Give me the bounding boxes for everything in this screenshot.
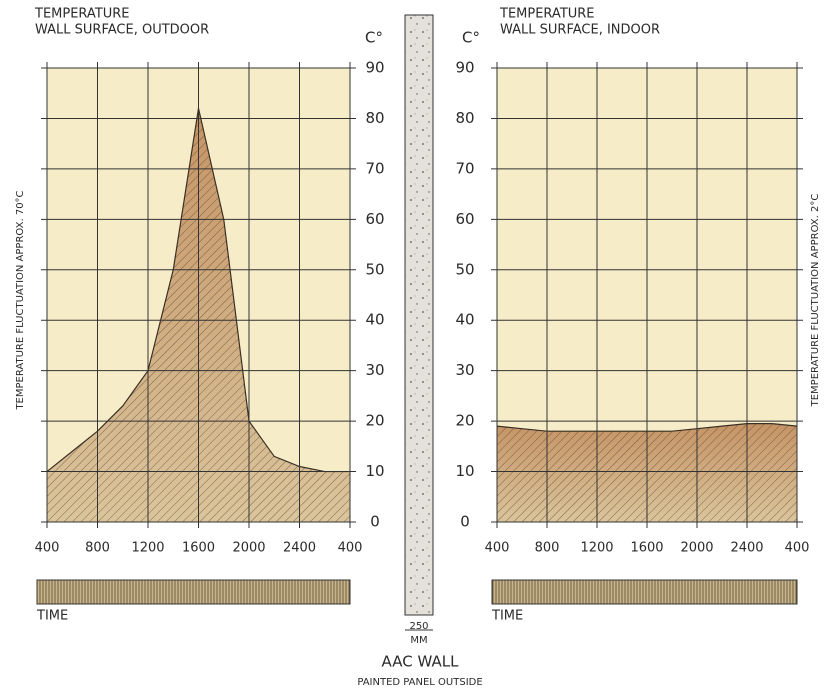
- x-tick-label: 2400: [730, 541, 763, 556]
- y-axis-unit: C°: [365, 29, 383, 47]
- time-bar: [492, 580, 797, 604]
- x-tick-label: 2000: [680, 541, 713, 556]
- aac-wall: [405, 15, 433, 615]
- y-tick-label: 30: [365, 361, 384, 379]
- y-tick-label: 20: [455, 412, 474, 430]
- x-axis-label: TIME: [491, 609, 523, 624]
- x-tick-label: 400: [338, 541, 363, 556]
- y-tick-label: 70: [455, 159, 474, 177]
- y-tick-label: 10: [365, 462, 384, 480]
- x-tick-label: 800: [535, 541, 560, 556]
- x-tick-label: 400: [485, 541, 510, 556]
- x-tick-label: 400: [785, 541, 810, 556]
- wall-unit: MM: [410, 635, 427, 646]
- y-tick-label: 80: [455, 109, 474, 127]
- x-tick-label: 1200: [131, 541, 164, 556]
- x-tick-label: 1200: [580, 541, 613, 556]
- wall-subtitle: PAINTED PANEL OUTSIDE: [357, 677, 482, 688]
- y-tick-label: 20: [365, 412, 384, 430]
- y-tick-label: 30: [455, 361, 474, 379]
- x-axis-label: TIME: [36, 609, 68, 624]
- x-tick-label: 1600: [630, 541, 663, 556]
- y-tick-label: 80: [365, 109, 384, 127]
- chart-title: TEMPERATURE: [34, 7, 130, 22]
- y-tick-label: 60: [365, 210, 384, 228]
- y-tick-label: 0: [460, 513, 470, 531]
- chart-title: TEMPERATURE: [499, 7, 595, 22]
- y-tick-label: 40: [455, 311, 474, 329]
- side-label: TEMPERATURE FLUCTUATION APPROX. 70°C: [15, 190, 26, 410]
- y-tick-label: 70: [365, 159, 384, 177]
- x-tick-label: 2000: [232, 541, 265, 556]
- wall-thickness: 250: [409, 621, 428, 632]
- wall-title: AAC WALL: [382, 653, 460, 671]
- x-tick-label: 800: [85, 541, 110, 556]
- chart-subtitle: WALL SURFACE, OUTDOOR: [35, 23, 209, 38]
- y-axis-unit: C°: [462, 29, 480, 47]
- time-bar: [37, 580, 350, 604]
- figure: 250 MM AAC WALL PAINTED PANEL OUTSIDE TE…: [0, 0, 830, 694]
- x-tick-label: 1600: [182, 541, 215, 556]
- y-tick-label: 60: [455, 210, 474, 228]
- side-label: TEMPERATURE FLUCTUATION APPROX. 2°C: [810, 194, 821, 408]
- y-tick-label: 50: [365, 260, 384, 278]
- y-tick-label: 40: [365, 311, 384, 329]
- x-tick-label: 2400: [283, 541, 316, 556]
- y-tick-label: 90: [365, 59, 384, 77]
- y-tick-label: 50: [455, 260, 474, 278]
- x-tick-label: 400: [35, 541, 60, 556]
- y-tick-label: 10: [455, 462, 474, 480]
- chart-subtitle: WALL SURFACE, INDOOR: [500, 23, 660, 38]
- y-tick-label: 0: [370, 513, 380, 531]
- y-tick-label: 90: [455, 59, 474, 77]
